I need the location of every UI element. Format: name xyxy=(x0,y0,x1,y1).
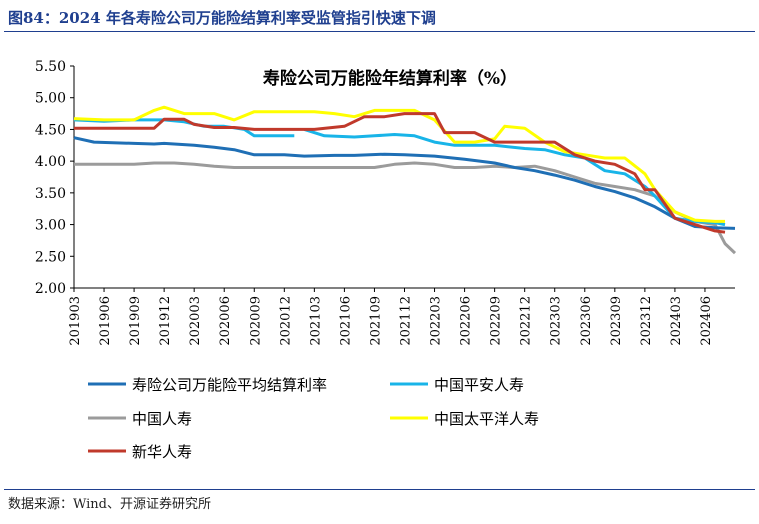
legend-label: 寿险公司万能险平均结算利率 xyxy=(132,376,327,394)
x-tick-label: 202403 xyxy=(669,296,684,346)
title-rule xyxy=(4,31,755,32)
x-tick-label: 202103 xyxy=(308,296,323,346)
x-tick-label: 202003 xyxy=(188,296,203,346)
x-tick-label: 202012 xyxy=(278,296,293,346)
x-tick-label: 202112 xyxy=(399,296,414,346)
x-tick-label: 202109 xyxy=(368,296,383,346)
x-tick-label: 202306 xyxy=(579,296,594,346)
x-tick-label: 202203 xyxy=(429,296,444,346)
x-tick-label: 202009 xyxy=(248,296,263,346)
y-tick-label: 5.00 xyxy=(35,91,66,107)
x-tick-label: 202309 xyxy=(609,296,624,346)
x-tick-label: 202312 xyxy=(639,296,654,346)
x-tick-label: 202209 xyxy=(489,296,504,346)
figure-title: 图84：2024 年各寿险公司万能险结算利率受监管指引快速下调 xyxy=(8,9,436,27)
x-tick-label: 201909 xyxy=(128,296,143,346)
legend-label: 中国人寿 xyxy=(132,410,192,428)
series-lines xyxy=(73,105,737,255)
y-tick-label: 5.50 xyxy=(35,59,66,75)
y-tick-label: 4.00 xyxy=(35,154,66,170)
legend-label: 中国平安人寿 xyxy=(434,376,524,394)
x-tick-label: 202106 xyxy=(338,296,353,346)
legend-label: 新华人寿 xyxy=(132,443,192,461)
y-tick-label: 3.00 xyxy=(35,218,66,234)
x-tick-label: 202212 xyxy=(519,296,534,346)
x-tick-label: 201903 xyxy=(68,296,83,346)
x-tick-label: 201912 xyxy=(158,296,173,346)
x-tick-label: 202406 xyxy=(699,296,714,346)
series-line-2 xyxy=(74,161,737,255)
series-line-4 xyxy=(74,112,726,234)
footer-rule xyxy=(4,489,755,490)
line-chart: 2.00 2.50 3.00 3.50 4.00 4.50 5.00 5.50 201903 20… xyxy=(35,59,737,461)
x-tick-label: 202206 xyxy=(459,296,474,346)
series-line-0 xyxy=(73,136,736,230)
y-tick-label: 2.50 xyxy=(35,249,66,265)
y-tick-label: 2.00 xyxy=(35,281,66,297)
axes: 2.00 2.50 3.00 3.50 4.00 4.50 5.00 5.50 201903 20… xyxy=(35,59,735,346)
legend-label: 中国太平洋人寿 xyxy=(434,410,539,428)
y-tick-label: 3.50 xyxy=(35,186,66,202)
chart-title: 寿险公司万能险年结算利率（%） xyxy=(263,68,517,89)
y-tick-label: 4.50 xyxy=(35,122,66,138)
x-tick-label: 202006 xyxy=(218,296,233,346)
source-note: 数据来源：Wind、开源证券研究所 xyxy=(8,497,211,512)
x-tick-label: 202303 xyxy=(549,296,564,346)
x-tick-label: 201906 xyxy=(98,296,113,346)
series-line-3 xyxy=(73,105,725,223)
